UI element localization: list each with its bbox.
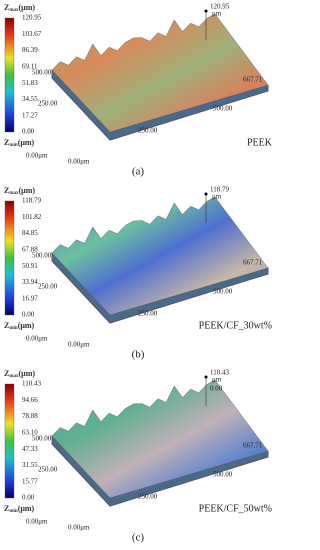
colorbar-tick: 110.43 xyxy=(22,380,41,388)
z-symbol: Z xyxy=(4,504,9,513)
x-axis-tick: 0.00μm xyxy=(68,524,90,532)
y-axis-tick: 250.00 xyxy=(38,100,58,108)
x-axis-tick: 667.71 xyxy=(243,76,263,84)
colorbar-tick: 67.88 xyxy=(22,245,38,253)
colorbar-tick: 0.00 xyxy=(22,494,35,502)
colorbar-tick: 120.95 xyxy=(22,14,42,22)
z-min-sub: min xyxy=(9,509,18,514)
material-label: PEEK xyxy=(247,137,273,148)
y-axis-tick: 500.00 xyxy=(32,69,52,77)
y-axis-tick: 250.00 xyxy=(38,466,58,474)
peak-unit: μm xyxy=(212,376,222,384)
z-max-sub: max xyxy=(9,191,19,196)
z-unit: (μm) xyxy=(18,138,35,147)
z-max-sub: max xyxy=(9,8,19,13)
z-min-label: Zmin(μm) xyxy=(4,321,35,331)
surface xyxy=(51,196,269,316)
colorbar-tick: 103.67 xyxy=(22,30,42,38)
x-axis-tick: 250.00 xyxy=(138,310,158,318)
y-axis-tick: 500.00 xyxy=(32,435,52,443)
y-axis-tick: 0.00μm xyxy=(26,152,48,160)
surface xyxy=(51,13,269,133)
z-unit: (μm) xyxy=(19,186,36,195)
x-axis-tick: 500.00 xyxy=(213,105,233,113)
colorbar-tick: 63.10 xyxy=(22,428,38,436)
y-axis-tick: 0.00μm xyxy=(26,518,48,526)
peak-dot xyxy=(204,9,208,13)
peak-unit: μm xyxy=(212,193,222,201)
figure: 120.95μmZmax(μm)Zmin(μm)120.95103.6786.3… xyxy=(4,3,273,544)
peak-dot xyxy=(204,192,208,196)
peak-base: 0.00 xyxy=(210,385,223,393)
z-max-label: Zmax(μm) xyxy=(4,186,35,196)
colorbar-tick: 15.77 xyxy=(22,477,38,485)
z-min-sub: min xyxy=(9,326,18,331)
z-min-label: Zmin(μm) xyxy=(4,504,35,514)
x-axis-tick: 0.00μm xyxy=(68,341,90,349)
x-axis-tick: 667.71 xyxy=(243,259,263,267)
panel-caption: (c) xyxy=(132,532,145,544)
colorbar xyxy=(4,17,15,133)
panel-caption: (b) xyxy=(132,349,145,361)
z-min-sub: min xyxy=(9,143,18,148)
y-axis-tick: 250.00 xyxy=(38,283,58,291)
y-axis-tick: 500.00 xyxy=(32,252,52,260)
colorbar-tick: 33.94 xyxy=(22,278,38,286)
peak-unit: μm xyxy=(212,10,222,18)
colorbar-tick: 94.66 xyxy=(22,396,38,404)
peak-value: 110.43 xyxy=(210,369,229,377)
colorbar-tick: 31.55 xyxy=(22,461,38,469)
colorbar-tick: 78.88 xyxy=(22,412,38,420)
peak-value: 118.79 xyxy=(210,186,229,194)
z-symbol: Z xyxy=(4,186,9,195)
colorbar-tick: 17.27 xyxy=(22,111,38,119)
z-unit: (μm) xyxy=(18,504,35,513)
z-max-label: Zmax(μm) xyxy=(4,3,35,13)
z-max-sub: max xyxy=(9,374,19,379)
peak-dot xyxy=(204,375,208,379)
surface xyxy=(51,379,269,499)
colorbar-tick: 51.83 xyxy=(22,79,38,87)
y-axis-tick: 0.00μm xyxy=(26,335,48,343)
colorbar-tick: 118.79 xyxy=(22,197,41,205)
colorbar-tick: 86.39 xyxy=(22,46,38,54)
colorbar-tick: 47.33 xyxy=(22,445,38,453)
colorbar-tick: 69.11 xyxy=(22,62,38,70)
colorbar-tick: 16.97 xyxy=(22,294,38,302)
peak-value: 120.95 xyxy=(210,3,230,11)
panel-caption: (a) xyxy=(132,166,145,178)
colorbar-tick: 101.82 xyxy=(22,213,42,221)
colorbar xyxy=(4,200,15,316)
z-unit: (μm) xyxy=(19,369,36,378)
x-axis-tick: 250.00 xyxy=(138,493,158,501)
z-unit: (μm) xyxy=(19,3,36,12)
x-axis-tick: 250.00 xyxy=(138,127,158,135)
material-label: PEEK/CF_30wt% xyxy=(199,320,272,331)
colorbar xyxy=(4,383,15,499)
colorbar-tick: 50.91 xyxy=(22,262,38,270)
z-symbol: Z xyxy=(4,138,9,147)
colorbar-tick: 0.00 xyxy=(22,311,35,319)
z-min-label: Zmin(μm) xyxy=(4,138,35,148)
x-axis-tick: 0.00μm xyxy=(68,158,90,166)
colorbar-tick: 0.00 xyxy=(22,128,35,136)
z-unit: (μm) xyxy=(18,321,35,330)
material-label: PEEK/CF_50wt% xyxy=(199,503,272,514)
x-axis-tick: 667.71 xyxy=(243,442,263,450)
z-symbol: Z xyxy=(4,321,9,330)
colorbar-tick: 34.55 xyxy=(22,95,38,103)
x-axis-tick: 500.00 xyxy=(213,471,233,479)
colorbar-tick: 84.85 xyxy=(22,229,38,237)
z-max-label: Zmax(μm) xyxy=(4,369,35,379)
z-symbol: Z xyxy=(4,369,9,378)
z-symbol: Z xyxy=(4,3,9,12)
x-axis-tick: 500.00 xyxy=(213,288,233,296)
